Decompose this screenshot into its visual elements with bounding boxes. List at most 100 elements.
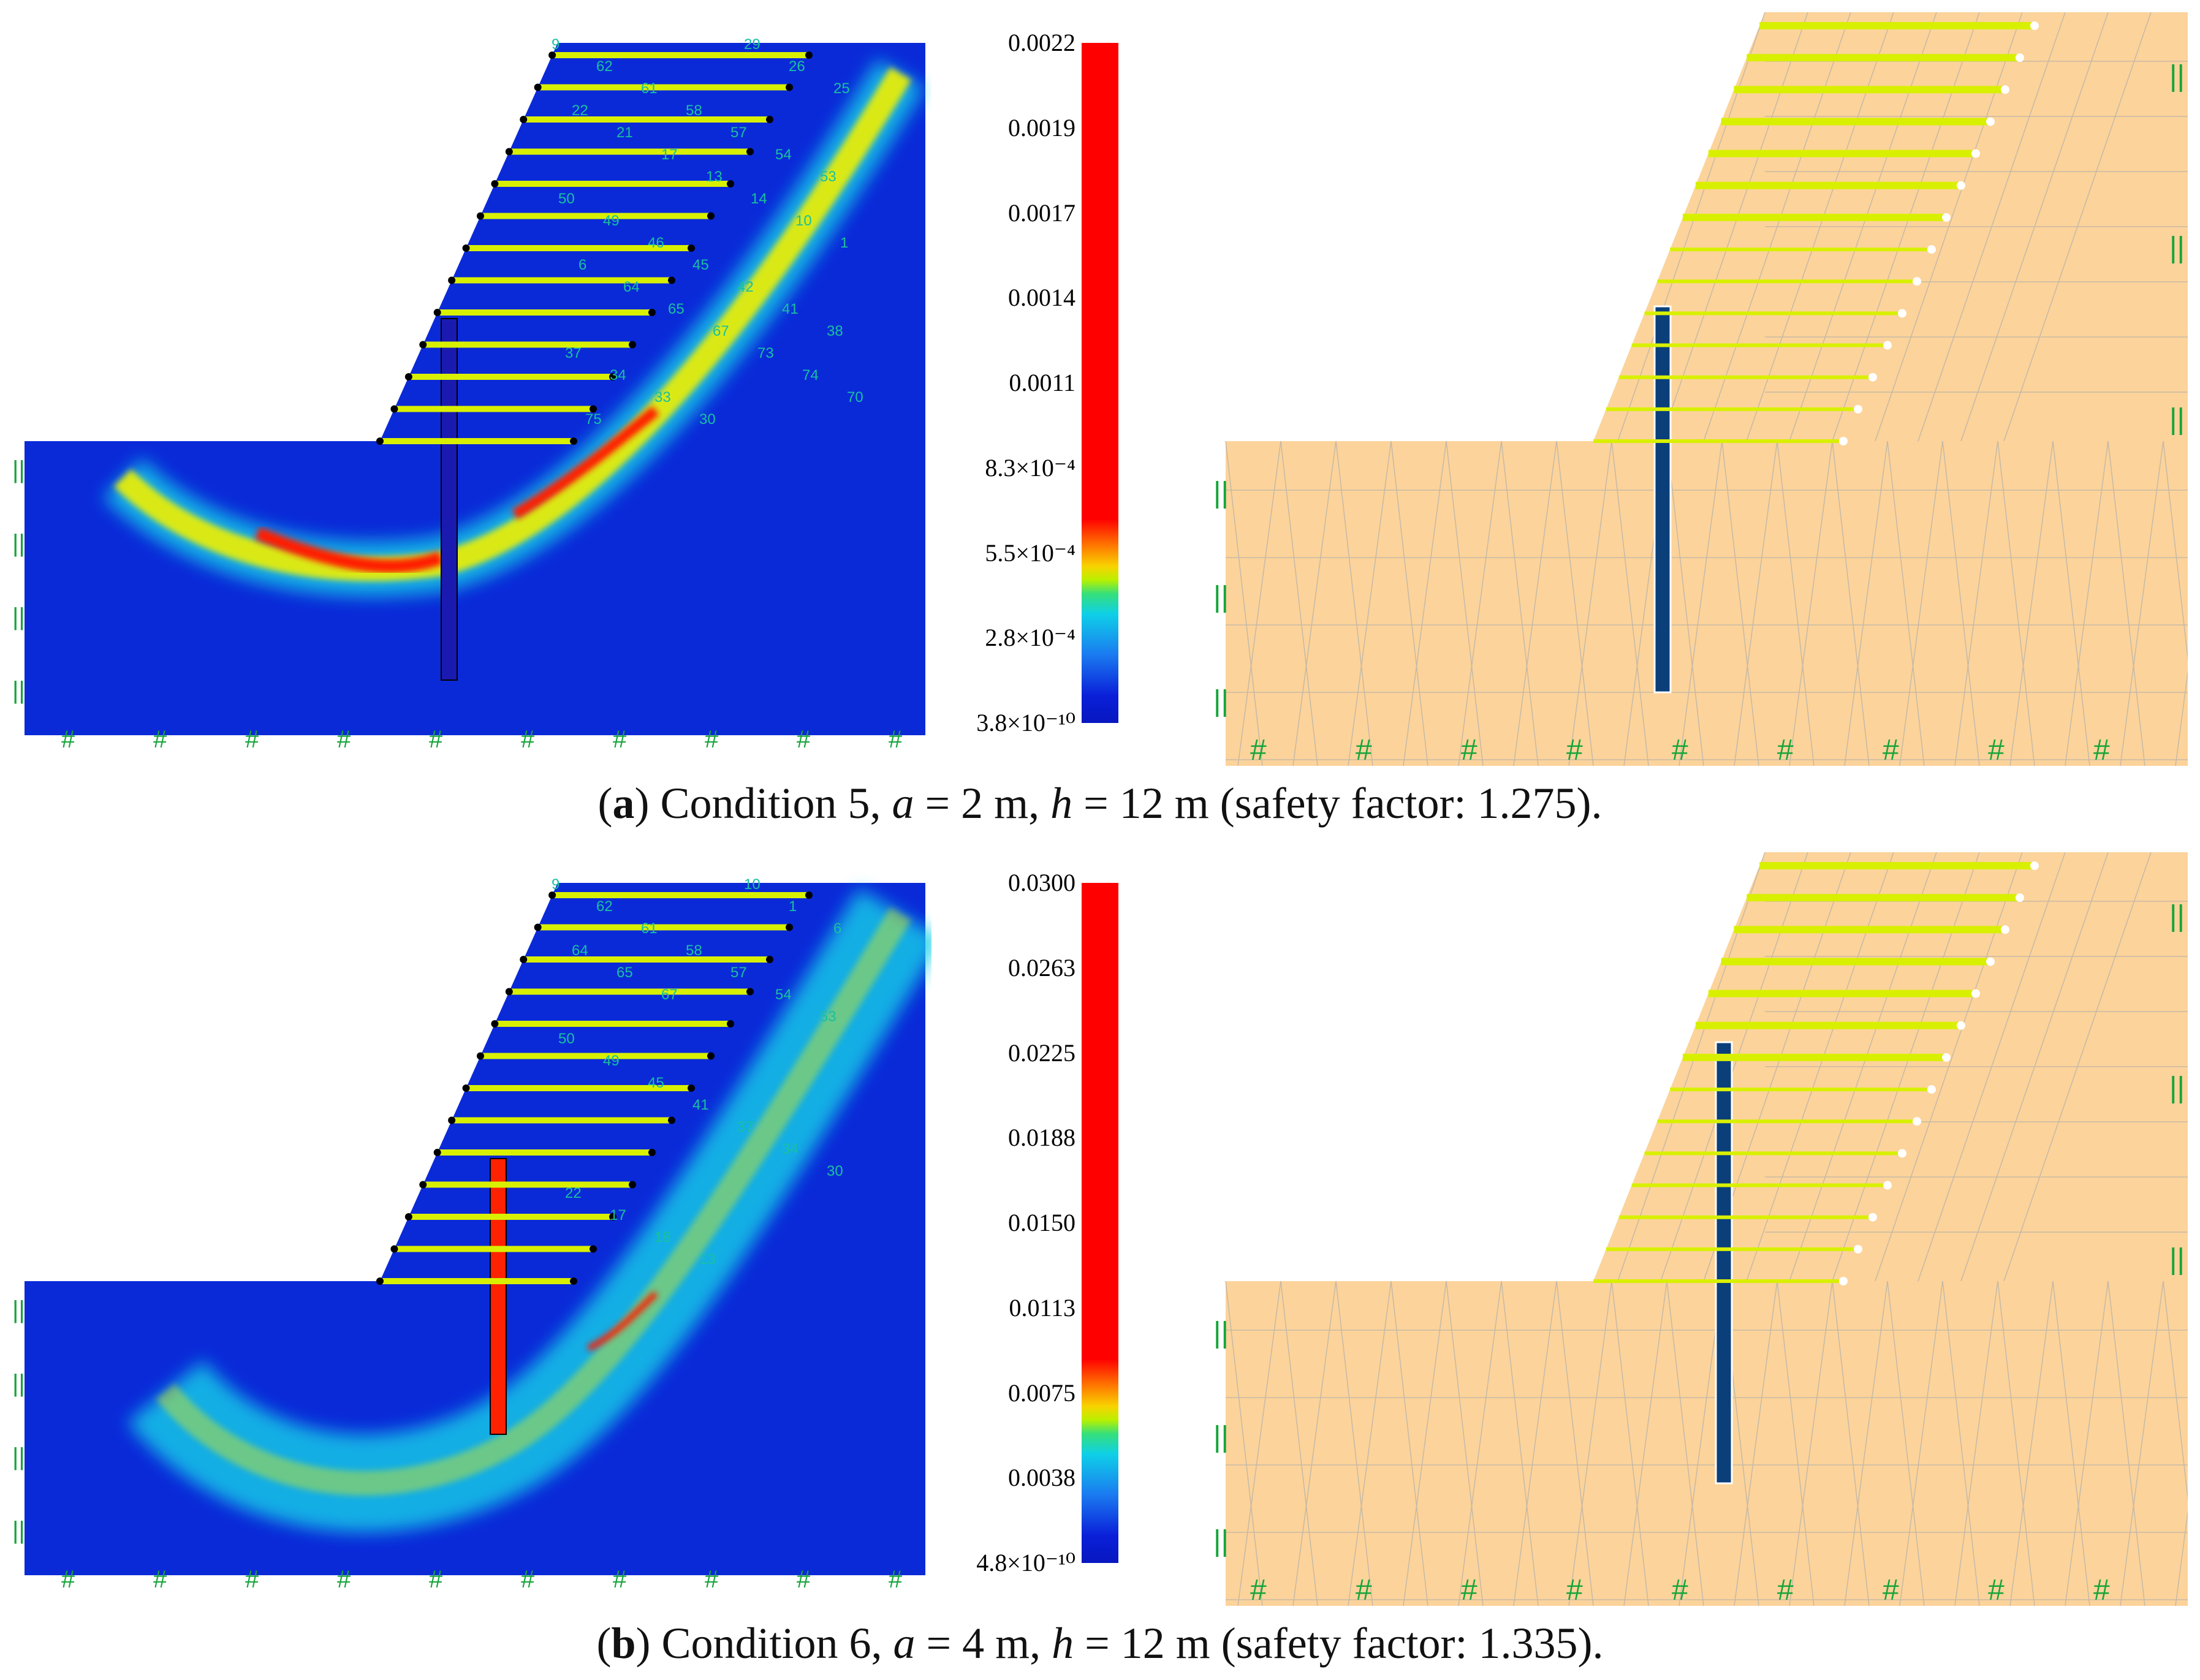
- node-label: 9: [552, 36, 559, 53]
- anchor-end-node: [648, 1149, 656, 1156]
- node-label: 34: [782, 1141, 798, 1157]
- mesh-soil-domain: [1226, 852, 2188, 1606]
- fixed-support-icon: #: [337, 726, 351, 747]
- anchor-head-node: [376, 437, 384, 445]
- colorbar-tick-label: 0.0113: [1009, 1293, 1075, 1322]
- anchor-head-node: [390, 405, 398, 413]
- anchor-end-node: [707, 212, 715, 220]
- node-label: 64: [572, 942, 588, 959]
- node-label: 67: [713, 323, 729, 339]
- fixed-support-icon: #: [1672, 1574, 1688, 1606]
- anchor-head-node: [491, 1020, 499, 1027]
- shear-band-core: [512, 406, 659, 520]
- mesh-edge: [2175, 669, 2188, 766]
- mesh-anchor-end: [1913, 277, 1921, 286]
- mesh-edge: [1403, 441, 1447, 766]
- colorbar-tick-label: 0.0225: [1008, 1039, 1075, 1067]
- anchor-head-node: [404, 373, 412, 380]
- mesh-edge: [1789, 1281, 1833, 1606]
- node-label: 49: [603, 213, 620, 229]
- mesh-anchor-end: [1883, 1181, 1892, 1190]
- anchor-head-node: [505, 988, 513, 996]
- node-label: 33: [654, 389, 671, 406]
- fixed-support-icon: #: [153, 1566, 167, 1587]
- shear-band-core: [254, 526, 444, 573]
- mesh-plot-b: # # # # # # # # # || || || || || ||: [1213, 852, 2188, 1606]
- node-label: 57: [730, 124, 747, 141]
- fixed-support-icon: #: [521, 1566, 535, 1587]
- mesh-edge: [1348, 441, 1392, 766]
- fixed-support-icon: #: [1356, 1574, 1372, 1606]
- anchor-end-node: [668, 1116, 675, 1124]
- mesh-edge: [1734, 1281, 1778, 1606]
- node-label: 13: [699, 1251, 716, 1268]
- mesh-edge: [1777, 1281, 1815, 1606]
- node-label: 14: [751, 191, 767, 207]
- mesh-edge: [2163, 441, 2188, 662]
- anchor-end-node: [668, 276, 675, 284]
- mesh-edge: [1942, 441, 1980, 766]
- colorbar-a: [1082, 43, 1118, 723]
- node-label: 34: [610, 367, 626, 384]
- fixed-support-icon: #: [61, 726, 75, 747]
- mesh-anchor-end: [1957, 1021, 1965, 1030]
- node-label: 22: [565, 1185, 582, 1201]
- mesh-edge: [2120, 441, 2164, 766]
- mesh-edge: [1617, 852, 1766, 1282]
- roller-support-icon: ||: [1213, 477, 1229, 509]
- node-label: 54: [775, 986, 792, 1003]
- node-label: 62: [596, 898, 613, 915]
- colorbar-tick-label: 0.0075: [1008, 1379, 1075, 1407]
- mesh-edge: [1556, 1281, 1594, 1606]
- mesh-anchor-end: [1927, 245, 1936, 254]
- node-label: 42: [737, 279, 754, 295]
- node-label: 37: [565, 345, 582, 361]
- anchor-end-node: [609, 1213, 616, 1220]
- node-label: 17: [661, 146, 678, 163]
- roller-support-icon: ||: [1213, 1317, 1229, 1349]
- fixed-support-icon: #: [1250, 734, 1267, 766]
- fixed-support-icon: #: [153, 726, 167, 747]
- fixed-support-icon: #: [1883, 734, 1899, 766]
- anchor-head-node: [520, 956, 528, 963]
- mesh-edge: [1568, 1281, 1612, 1606]
- roller-support-icon: ||: [12, 1296, 25, 1323]
- node-label: 61: [641, 80, 658, 97]
- fixed-support-icon: #: [1777, 734, 1794, 766]
- fixed-support-icon: #: [61, 1566, 75, 1587]
- roller-support-icon: ||: [2169, 60, 2185, 93]
- mesh-anchor-end: [1883, 341, 1892, 350]
- mesh-edge: [1832, 441, 1870, 766]
- node-label: 58: [686, 102, 702, 119]
- mesh-edge: [1237, 1281, 1281, 1606]
- mesh-anchor-end: [1854, 404, 1862, 414]
- colorbar-tick-label: 4.8×10⁻¹⁰: [976, 1549, 1075, 1576]
- mesh-edge: [2107, 441, 2145, 766]
- anchor-end-node: [629, 341, 636, 349]
- caption-b: (b) Condition 6, a = 4 m, h = 12 m (safe…: [596, 1619, 1604, 1668]
- node-label: 45: [692, 257, 709, 273]
- fixed-support-icon: #: [245, 726, 259, 747]
- node-label: 61: [641, 920, 658, 937]
- anchor-end-node: [648, 309, 656, 316]
- mesh-anchor-end: [1854, 1244, 1862, 1254]
- mesh-edge: [1942, 1281, 1980, 1606]
- anchor-end-node: [688, 1084, 695, 1092]
- pile: [490, 1158, 507, 1435]
- mesh-edge: [1458, 1281, 1502, 1606]
- mesh-edge: [1501, 441, 1539, 766]
- roller-support-icon: ||: [12, 456, 25, 483]
- anchor-end-node: [570, 437, 577, 445]
- fixed-support-icon: #: [613, 726, 627, 747]
- mesh-edge: [1887, 441, 1925, 766]
- colorbar-tick-label: 0.0150: [1008, 1209, 1075, 1236]
- roller-support-icon: ||: [12, 604, 25, 630]
- fixed-support-icon: #: [705, 726, 719, 747]
- mesh-edge: [1446, 441, 1484, 766]
- colorbar-tick-label: 0.0300: [1008, 869, 1075, 896]
- anchor-head-node: [419, 1181, 427, 1189]
- anchor-end-node: [746, 988, 754, 996]
- fixed-support-icon: #: [429, 726, 443, 747]
- mesh-edge: [1678, 441, 1723, 766]
- fixed-support-icon: #: [1883, 1574, 1899, 1606]
